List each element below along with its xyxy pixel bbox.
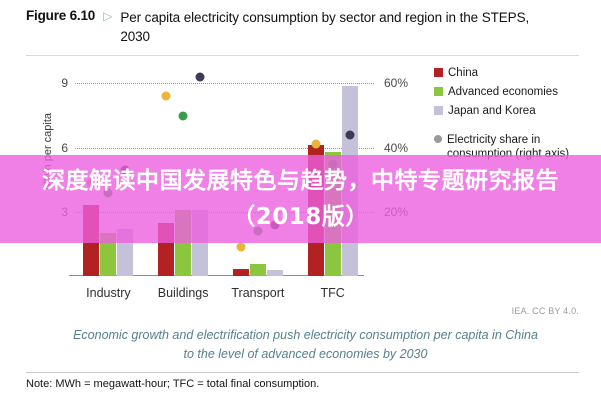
share-marker-dot [161,91,171,101]
note-divider [26,372,579,373]
bar [249,264,266,276]
legend-square-icon [434,68,443,77]
x-axis-tick-label: Buildings [157,286,209,300]
bar [100,233,117,276]
share-marker-dot [236,242,246,252]
y2-axis-tick-label: 60% [384,76,409,91]
share-marker-dot [345,130,355,140]
bar [232,268,249,276]
x-axis-tick-label: Transport [231,286,285,300]
legend-item-label: China [448,67,479,79]
header-divider [26,55,579,56]
legend-square-icon [434,87,443,96]
y-axis-tick-label: 9 [61,76,68,91]
figure-number: Figure 6.10 [26,8,96,23]
legend-item[interactable]: Japan and Korea [434,104,594,118]
y2-axis-tick-label: 40% [384,140,409,155]
legend-spacer [434,123,594,133]
overlay-banner-background [0,155,601,243]
figure-caption: Economic growth and electrification push… [73,328,538,361]
legend-square-icon [434,106,443,115]
chart-credit: IEA. CC BY 4.0. [511,306,579,316]
legend-item-label: Advanced economies [448,86,558,98]
figure-note: Note: MWh = megawatt-hour; TFC = total f… [26,378,320,390]
x-axis-tick-label: TFC [320,286,345,300]
x-axis-line [69,274,364,276]
legend-item[interactable]: China [434,66,594,80]
share-marker-dot [178,111,188,121]
legend-circle-icon [434,135,442,143]
gridline [75,147,374,149]
figure-title: Per capita electricity consumption by se… [120,10,530,44]
gridline [75,83,374,85]
share-marker-dot [311,139,321,149]
y-axis-tick-label: 6 [61,140,68,155]
triangle-right-icon: ▷ [103,9,113,23]
chart-legend: China Advanced economies Japan and Korea El… [434,66,594,166]
figure-header: Figure 6.10 ▷ Per capita electricity con… [26,8,579,46]
x-axis-tick-label: Industry [86,286,131,300]
bar [266,269,283,276]
legend-item-label: Japan and Korea [448,105,536,117]
overlay-banner-text: 深度解读中国发展特色与趋势，中特专题研究报告（2018版） [42,168,559,230]
share-marker-dot [195,72,205,82]
legend-item[interactable]: Advanced economies [434,85,594,99]
